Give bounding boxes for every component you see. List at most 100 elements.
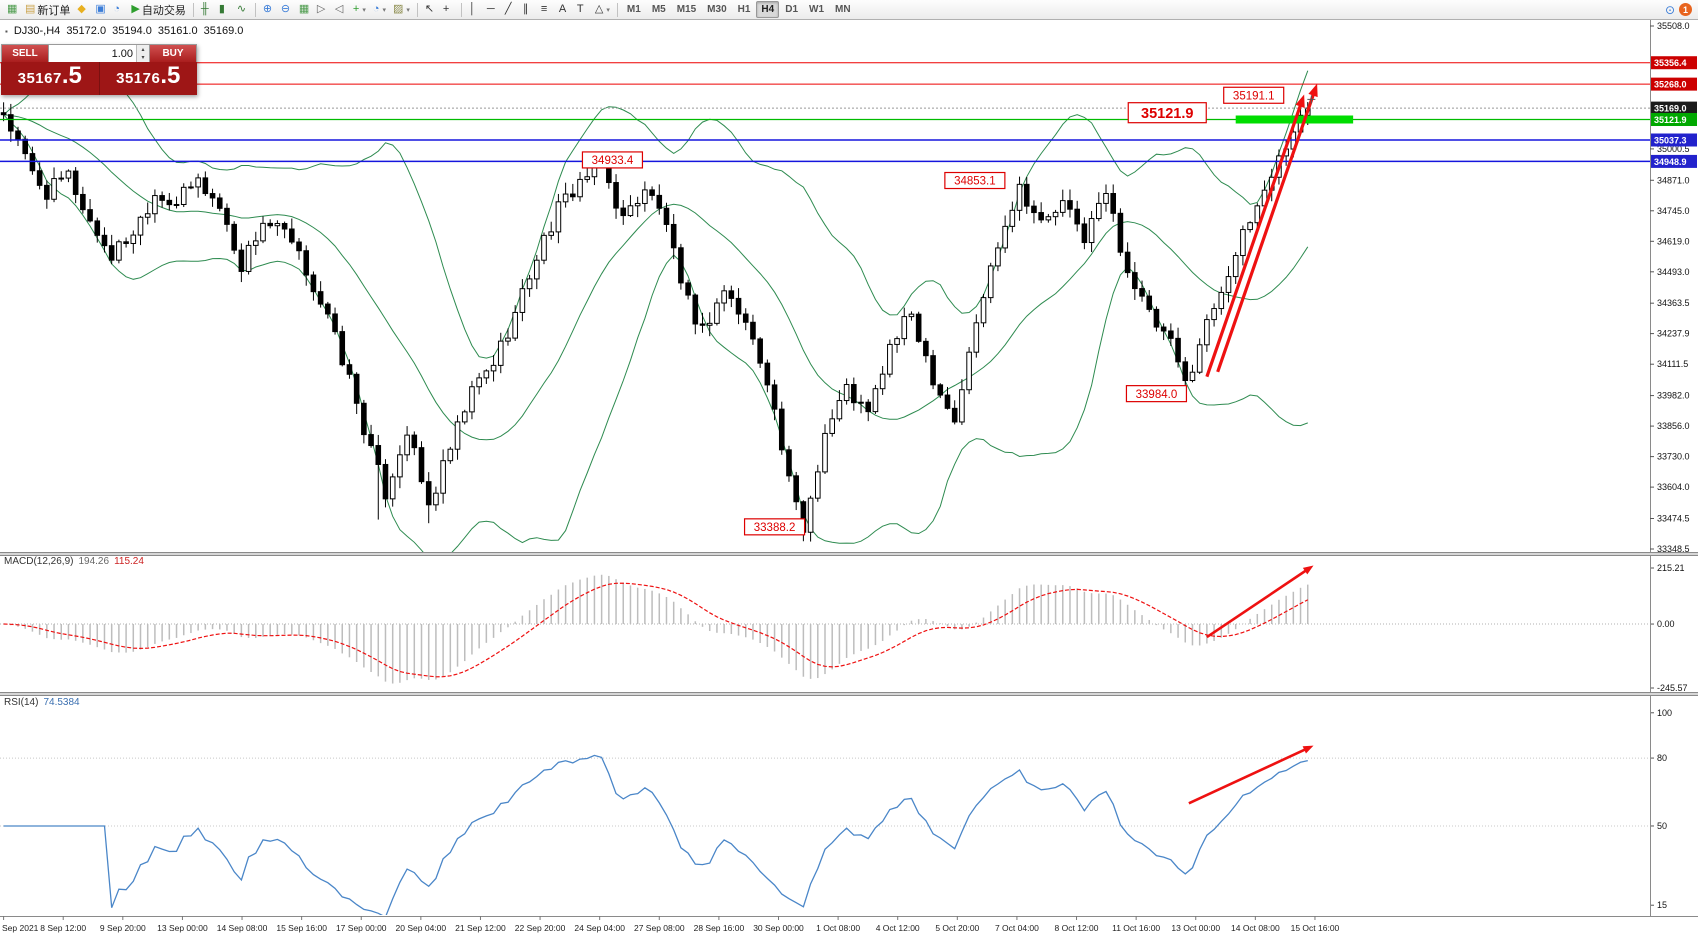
svg-text:35037.3: 35037.3 [1654,135,1687,145]
ohlc-bars-icon[interactable]: ╫ [198,1,215,18]
timeframe-m30-button[interactable]: M30 [702,1,731,18]
cursor-icon: ↖ [424,3,435,15]
periods-icon[interactable]: ◔ ▾ [370,1,389,18]
auto-scroll-icon: ▷ [316,3,326,15]
svg-text:15 Oct 16:00: 15 Oct 16:00 [1291,923,1340,933]
crosshair-icon[interactable]: + [440,1,457,18]
autotrading-button[interactable]: ▶ 自动交易 [128,1,188,18]
trade-panel-prices: 35167.5 35176.5 [1,62,197,95]
low-value: 35161.0 [157,25,198,37]
svg-text:28 Sep 16:00: 28 Sep 16:00 [694,923,745,933]
line-chart-icon[interactable]: ∿ [234,1,251,18]
toolbar: ▦ ▤ 新订单 ◆ ▣ ◔ ▶ 自动交易 ╫ ▮ ∿ ⊕ ⊖ ▦ ▷ ◁ + ▾ ◔ ▾ ▨ ▾ ↖ + │ ─ ╱ ∥ ≡ A T △ ▾ M1… [0,0,1698,20]
sell-price-pips: .5 [61,62,82,89]
shapes-icon[interactable]: △ ▾ [592,1,613,18]
shapes-icon: △ [594,3,604,15]
indicators-icon: + [352,3,360,15]
timeframe-h1-button[interactable]: H1 [733,1,756,18]
chart-symbol-icon: ▪ [5,26,8,36]
svg-text:Sep 2021: Sep 2021 [2,923,39,933]
svg-text:35121.9: 35121.9 [1654,115,1687,125]
chevron-down-icon[interactable]: ▾ [382,6,386,14]
buy-button[interactable]: BUY [150,45,196,62]
trendline-icon: ╱ [504,3,512,15]
zoom-out-icon[interactable]: ⊖ [278,1,295,18]
chevron-down-icon[interactable]: ▾ [406,6,410,14]
trendline-icon[interactable]: ╱ [502,1,519,18]
chevron-down-icon[interactable]: ▾ [362,6,366,14]
close-value: 35169.0 [203,25,244,37]
svg-text:-245.57: -245.57 [1657,683,1688,693]
svg-text:35169.0: 35169.0 [1654,104,1687,114]
macd-header: MACD(12,26,9) 194.26 115.24 [4,556,144,567]
cursor-icon[interactable]: ↖ [422,1,439,18]
text-label-icon[interactable]: T [574,1,591,18]
timeframe-mn-button[interactable]: MN [830,1,856,18]
templates-icon: ▨ [393,3,404,15]
chart-shift-icon: ◁ [334,3,344,15]
timeframe-m5-button[interactable]: M5 [647,1,671,18]
toolbar-separator [192,2,194,17]
strategy-tester-icon[interactable]: ◔ [110,1,127,18]
strategy-tester-icon: ◔ [113,3,121,15]
toolbar-right: ⊙ 1 [1665,3,1694,17]
tile-windows-icon[interactable]: ▦ [296,1,313,18]
timeframe-w1-button[interactable]: W1 [804,1,829,18]
open-value: 35172.0 [66,25,107,37]
svg-text:33388.2: 33388.2 [754,522,796,534]
buy-price-display[interactable]: 35176.5 [99,62,197,95]
svg-text:30 Sep 00:00: 30 Sep 00:00 [753,923,804,933]
chevron-down-icon[interactable]: ▾ [606,6,610,14]
svg-text:8 Sep 12:00: 8 Sep 12:00 [40,923,86,933]
volume-input[interactable]: 1.00 [111,47,133,60]
svg-text:4 Oct 12:00: 4 Oct 12:00 [876,923,920,933]
candlestick-chart-icon: ▮ [218,3,225,15]
svg-text:35508.0: 35508.0 [1657,21,1690,31]
timeframe-d1-button[interactable]: D1 [780,1,803,18]
chart-shift-icon[interactable]: ◁ [332,1,349,18]
trade-panel-controls: SELL 1.00 ▴ ▾ BUY [1,44,197,62]
svg-text:8 Oct 12:00: 8 Oct 12:00 [1055,923,1099,933]
timeframe-m15-button[interactable]: M15 [672,1,701,18]
new-order-button[interactable]: ▤ 新订单 [22,1,73,18]
macd-panel: 215.21 0.00 -245.57 [0,563,1688,693]
candlestick-chart-icon[interactable]: ▮ [216,1,233,18]
auto-scroll-icon[interactable]: ▷ [314,1,331,18]
horizontal-line-icon[interactable]: ─ [484,1,501,18]
timeframe-m1-button[interactable]: M1 [622,1,646,18]
svg-text:17 Sep 00:00: 17 Sep 00:00 [336,923,387,933]
indicators-icon[interactable]: + ▾ [350,1,369,18]
search-icon[interactable]: ⊙ [1664,2,1675,17]
svg-text:24 Sep 04:00: 24 Sep 04:00 [574,923,625,933]
notification-badge[interactable]: 1 [1679,3,1692,16]
text-icon[interactable]: A [556,1,573,18]
timeframe-h4-button[interactable]: H4 [756,1,780,18]
crosshair-icon: + [442,3,450,15]
svg-text:215.21: 215.21 [1657,563,1685,573]
volume-down-button[interactable]: ▾ [137,53,149,62]
macd-name-label: MACD(12,26,9) [4,556,74,567]
svg-text:33982.0: 33982.0 [1657,391,1690,401]
svg-text:20 Sep 04:00: 20 Sep 04:00 [396,923,447,933]
volume-up-button[interactable]: ▴ [137,45,149,54]
fibonacci-icon[interactable]: ≡ [538,1,555,18]
chart-window-icon[interactable]: ▦ [4,1,21,18]
templates-icon[interactable]: ▨ ▾ [390,1,413,18]
vertical-line-icon[interactable]: │ [466,1,483,18]
price-axis[interactable]: 35508.0 35000.5 34871.0 34745.0 34619.0 34493… [1650,20,1697,916]
svg-text:15 Sep 16:00: 15 Sep 16:00 [276,923,327,933]
zoom-in-icon: ⊕ [262,3,273,15]
time-axis[interactable]: Sep 2021 8 Sep 12:00 9 Sep 20:00 13 Sep 00:… [0,916,1698,933]
sell-price-display[interactable]: 35167.5 [1,62,99,95]
metaeditor-icon[interactable]: ◆ [74,1,91,18]
toolbar-separator [254,2,256,17]
equidistant-channel-icon[interactable]: ∥ [520,1,537,18]
equidistant-channel-icon: ∥ [522,3,529,15]
sell-button[interactable]: SELL [2,45,48,62]
buy-price-int: 35176 [116,70,161,87]
ohlc-bars-icon: ╫ [200,3,209,15]
toolbar-separator [416,2,418,17]
market-watch-icon[interactable]: ▣ [92,1,109,18]
zoom-in-icon[interactable]: ⊕ [260,1,277,18]
